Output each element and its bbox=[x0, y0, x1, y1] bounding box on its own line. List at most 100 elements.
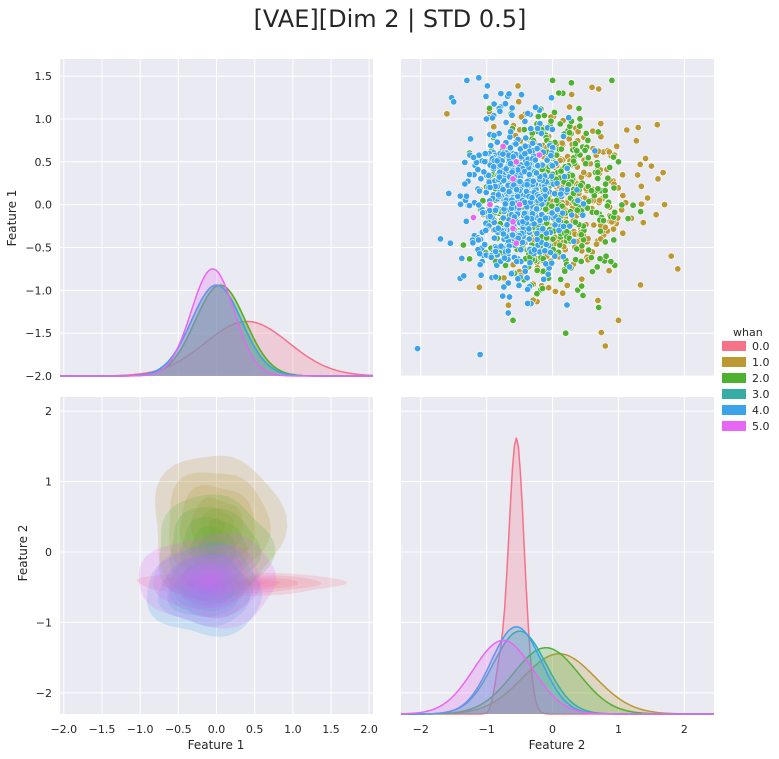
scatter-point-4.0 bbox=[526, 259, 534, 267]
legend-swatch-1.0 bbox=[722, 357, 746, 367]
legend: whan 0.0 1.0 2.0 3.0 4.0 5.0 bbox=[722, 326, 770, 433]
scatter-point-4.0 bbox=[559, 132, 567, 140]
scatter-point-4.0 bbox=[579, 211, 587, 219]
scatter-point-4.0 bbox=[486, 212, 494, 220]
scatter-point-5.0 bbox=[509, 225, 517, 233]
scatter-point-1.0 bbox=[636, 160, 644, 168]
kde2d-level-0.0 bbox=[212, 580, 266, 587]
scatter-point-1.0 bbox=[475, 283, 483, 291]
scatter-point-4.0 bbox=[466, 171, 474, 179]
kde2d-level-2.0 bbox=[158, 494, 276, 600]
scatter-point-4.0 bbox=[508, 168, 516, 176]
scatter-point-2.0 bbox=[547, 117, 555, 125]
legend-label-1.0: 1.0 bbox=[752, 356, 770, 369]
scatter-point-1.0 bbox=[559, 289, 567, 297]
kde-fill-3.0 bbox=[60, 285, 373, 376]
panel-kde2d bbox=[60, 397, 373, 714]
scatter-point-4.0 bbox=[508, 111, 516, 119]
scatter-point-1.0 bbox=[601, 342, 609, 350]
scatter-point-4.0 bbox=[494, 191, 502, 199]
scatter-point-4.0 bbox=[497, 90, 505, 98]
legend-label-3.0: 3.0 bbox=[752, 388, 770, 401]
scatter-point-4.0 bbox=[530, 246, 538, 254]
scatter-point-1.0 bbox=[644, 194, 652, 202]
scatter-point-2.0 bbox=[581, 146, 589, 154]
scatter-point-4.0 bbox=[476, 250, 484, 258]
scatter-point-1.0 bbox=[605, 267, 613, 275]
scatter-point-4.0 bbox=[515, 281, 523, 289]
scatter-point-2.0 bbox=[466, 255, 474, 263]
scatter-point-1.0 bbox=[545, 284, 553, 292]
scatter-point-4.0 bbox=[502, 165, 510, 173]
scatter-point-2.0 bbox=[538, 284, 546, 292]
scatter-point-1.0 bbox=[566, 103, 574, 111]
kde-line-5.0 bbox=[401, 639, 714, 715]
tick-label: −2 bbox=[36, 687, 52, 700]
scatter-point-2.0 bbox=[603, 202, 611, 210]
scatter-point-2.0 bbox=[584, 154, 592, 162]
scatter-point-4.0 bbox=[521, 150, 529, 158]
kde2d-level-0.0 bbox=[178, 577, 299, 591]
scatter-point-4.0 bbox=[483, 82, 491, 90]
scatter-point-1.0 bbox=[634, 124, 642, 132]
scatter-point-2.0 bbox=[577, 231, 585, 239]
scatter-point-2.0 bbox=[593, 161, 601, 169]
kde2d-level-5.0 bbox=[138, 533, 277, 629]
scatter-point-1.0 bbox=[652, 211, 660, 219]
kde2d-level-4.0 bbox=[169, 564, 238, 618]
scatter-point-2.0 bbox=[588, 268, 596, 276]
scatter-point-4.0 bbox=[461, 180, 469, 188]
tick-label: 2 bbox=[681, 723, 688, 736]
scatter-point-1.0 bbox=[647, 162, 655, 170]
scatter-point-1.0 bbox=[590, 221, 598, 229]
scatter-point-4.0 bbox=[504, 247, 512, 255]
scatter-point-4.0 bbox=[574, 197, 582, 205]
scatter-point-4.0 bbox=[525, 235, 533, 243]
scatter-point-2.0 bbox=[587, 187, 595, 195]
scatter-point-4.0 bbox=[476, 261, 484, 269]
scatter-point-2.0 bbox=[509, 316, 517, 324]
scatter-point-2.0 bbox=[573, 147, 581, 155]
scatter-point-1.0 bbox=[563, 281, 571, 289]
scatter-point-4.0 bbox=[450, 98, 458, 106]
scatter-point-2.0 bbox=[599, 217, 607, 225]
scatter-point-1.0 bbox=[661, 201, 669, 209]
scatter-point-2.0 bbox=[562, 329, 570, 337]
scatter-point-4.0 bbox=[475, 201, 483, 209]
scatter-point-1.0 bbox=[619, 171, 627, 179]
scatter-point-4.0 bbox=[493, 138, 501, 146]
kde-fill-2.0 bbox=[401, 647, 714, 714]
scatter-point-4.0 bbox=[559, 209, 567, 217]
scatter-point-2.0 bbox=[610, 184, 618, 192]
scatter-point-4.0 bbox=[436, 235, 444, 243]
axis-labels: Feature 1 Feature 2 Feature 1 Feature 2 bbox=[5, 190, 585, 752]
scatter-point-2.0 bbox=[557, 145, 565, 153]
scatter-point-2.0 bbox=[575, 105, 583, 113]
scatter-point-1.0 bbox=[667, 252, 675, 260]
scatter-point-4.0 bbox=[462, 217, 470, 225]
scatter-point-2.0 bbox=[609, 153, 617, 161]
scatter-point-4.0 bbox=[548, 172, 556, 180]
kde2d-level-2.0 bbox=[190, 526, 237, 571]
scatter-point-2.0 bbox=[578, 242, 586, 250]
x-axis-label-feature-2: Feature 2 bbox=[529, 738, 586, 752]
tick-label: 1.5 bbox=[35, 70, 53, 83]
scatter-point-4.0 bbox=[529, 139, 537, 147]
scatter-point-1.0 bbox=[580, 168, 588, 176]
scatter-point-2.0 bbox=[571, 140, 579, 148]
scatter-point-4.0 bbox=[533, 205, 541, 213]
scatter-point-2.0 bbox=[596, 255, 604, 263]
scatter-point-4.0 bbox=[477, 175, 485, 183]
kde-fill-5.0 bbox=[60, 268, 373, 376]
scatter-point-4.0 bbox=[477, 271, 485, 279]
scatter-point-4.0 bbox=[514, 275, 522, 283]
scatter-point-4.0 bbox=[461, 158, 469, 166]
scatter-point-2.0 bbox=[520, 126, 528, 134]
scatter-point-2.0 bbox=[573, 206, 581, 214]
scatter-point-2.0 bbox=[587, 254, 595, 262]
gridlines bbox=[401, 397, 714, 714]
tick-label: −0.5 bbox=[165, 723, 192, 736]
scatter-point-2.0 bbox=[606, 163, 614, 171]
legend-entries: 0.0 1.0 2.0 3.0 4.0 5.0 bbox=[722, 340, 770, 433]
scatter-point-2.0 bbox=[582, 129, 590, 137]
